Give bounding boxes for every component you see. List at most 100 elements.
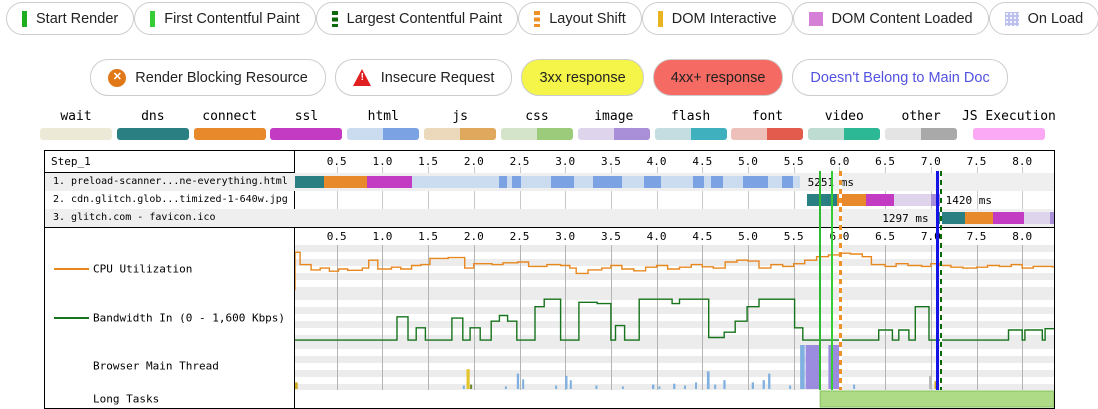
legend-pill-label: Largest Contentful Paint	[346, 10, 503, 27]
legend-pill-on-load: On Load	[988, 2, 1098, 35]
legend-pill-insecure-request: ! Insecure Request	[334, 59, 513, 96]
legend-pill-label: Doesn't Belong to Main Doc	[810, 69, 990, 86]
phase-swatch-js	[424, 128, 497, 140]
phase-swatch-image	[577, 128, 650, 140]
browser-main-thread-chart	[295, 342, 1054, 390]
cpu-utilization-chart	[295, 245, 1054, 293]
metric-markers-legend: Start Render First Contentful Paint Larges…	[6, 2, 1098, 35]
legend-pill-3xx-response: 3xx response	[521, 59, 644, 96]
phase-legend-font: font	[731, 109, 804, 140]
phase-legend-flash: flash	[654, 109, 727, 140]
waterfall-bar-segment-dns	[807, 194, 837, 206]
bandwidth-in-0-1-600-kbps-chart	[295, 293, 1054, 342]
time-tick-bottom: 8.0	[1012, 230, 1033, 243]
request-row[interactable]: 2. cdn.glitch.glob...timized-1-640w.jpg 1…	[45, 191, 1054, 209]
gridline-chart	[656, 342, 658, 390]
request-label: 3. glitch.com - favicon.ico	[53, 212, 216, 223]
gridline-chart	[1022, 245, 1024, 293]
time-tick-bottom: 2.0	[463, 230, 484, 243]
time-tick-bottom: 3.5	[600, 230, 621, 243]
gridline-chart	[793, 342, 795, 390]
bandwidth-in-0-1-600-kbps-legend-line	[54, 316, 89, 319]
waterfall-bar-segment-image-download	[1024, 212, 1050, 224]
phase-swatch-js-execution	[972, 128, 1045, 140]
gridline-chart	[793, 245, 795, 293]
gridline-chart	[565, 293, 567, 342]
time-tick-top: 6.0	[829, 155, 850, 168]
insecure-request-icon: !	[352, 69, 372, 86]
gridline-waterfall	[656, 167, 658, 227]
time-tick-bottom: 3.0	[555, 230, 576, 243]
legend-pill-dom-content-loaded: DOM Content Loaded	[792, 2, 989, 35]
dom-content-loaded-marker-icon	[808, 11, 823, 26]
on-load-marker-icon	[1004, 11, 1019, 26]
long-tasks-svg	[819, 390, 1054, 408]
phase-swatch-wait	[40, 128, 112, 140]
gridline-waterfall	[748, 167, 749, 227]
gridline-chart	[702, 293, 704, 342]
gridline-chart	[473, 293, 475, 342]
gridline-chart	[473, 342, 475, 390]
waterfall-bar-chunk	[643, 176, 662, 188]
gridline-waterfall	[336, 167, 338, 227]
row-separator	[45, 227, 1054, 228]
phase-legend-js-execution: JS Execution	[962, 109, 1056, 140]
phase-label: other	[901, 109, 941, 124]
time-tick-bottom: 1.5	[418, 230, 439, 243]
phase-swatch-video	[808, 128, 881, 140]
gridline-chart	[976, 245, 978, 293]
legend-pill-doesn-t-belong-to-main-doc[interactable]: Doesn't Belong to Main Doc	[792, 59, 1008, 96]
request-row[interactable]: 1. preload-scanner...ne-everything.html 5…	[45, 173, 1054, 191]
phase-label: dns	[141, 109, 165, 124]
time-tick-top: 2.5	[509, 155, 530, 168]
gridline-chart	[473, 245, 475, 293]
time-tick-top: 0.5	[326, 155, 347, 168]
gridline-waterfall	[793, 167, 795, 227]
gridline-chart	[976, 293, 978, 342]
step-header-underline	[45, 172, 294, 173]
time-tick-top: 3.0	[555, 155, 576, 168]
time-tick-bottom: 6.0	[829, 230, 850, 243]
legend-pill-label: 4xx+ response	[670, 69, 766, 86]
waterfall-assembly: Step_1 0.5 0.5 1.0 1.0 1.5 1.5 2.0 2.0 2.5 2.5 3.0 3…	[44, 150, 1055, 409]
legend-pill-label: First Contentful Paint	[164, 10, 300, 27]
gridline-chart	[519, 293, 521, 342]
phase-legend-html: html	[347, 109, 420, 140]
request-duration-label: 5251 ms	[807, 176, 855, 189]
legend-pill-4xx-response: 4xx+ response	[652, 59, 784, 96]
phase-legend-other: other	[885, 109, 958, 140]
gridline-waterfall	[519, 167, 521, 227]
largest-contentful-paint-marker-icon	[331, 10, 338, 27]
waterfall-bar-segment-ssl	[865, 194, 895, 206]
chart-row-browser-main-thread: Browser Main Thread	[45, 342, 1054, 390]
time-tick-bottom: 7.0	[920, 230, 941, 243]
phase-swatch-other	[885, 128, 958, 140]
time-tick-top: 1.0	[372, 155, 393, 168]
chart-row-bandwidth-in-0-1-600-kbps: Bandwidth In (0 - 1,600 Kbps)	[45, 293, 1054, 342]
gridline-chart	[1022, 342, 1024, 390]
dom-interactive-marker-icon	[657, 10, 663, 27]
phase-color-legend: wait dns connect ssl html js css image flash font…	[40, 109, 1056, 140]
chart-row-label-cell: CPU Utilization	[45, 245, 294, 293]
chart-row-long-tasks: Long Tasks	[45, 390, 1054, 408]
waterfall-bar-segment-connect	[964, 212, 993, 224]
waterfall-bar-segment-connect	[836, 194, 866, 206]
phase-label: connect	[202, 109, 258, 124]
waterfall-bar-chunk	[551, 176, 575, 188]
time-tick-top: 4.0	[646, 155, 667, 168]
gridline-chart	[336, 342, 338, 390]
phase-swatch-ssl	[270, 128, 343, 140]
phase-legend-css: css	[500, 109, 573, 140]
time-tick-top: 6.5	[875, 155, 896, 168]
waterfall-bar-chunk	[711, 176, 724, 188]
waterfall-bar-chunk	[592, 176, 622, 188]
first-contentful-paint-marker-icon	[150, 10, 156, 27]
time-tick-bottom: 2.5	[509, 230, 530, 243]
gridline-chart	[885, 245, 887, 293]
gridline-chart	[885, 293, 887, 342]
phase-legend-js: js	[424, 109, 497, 140]
request-row[interactable]: 3. glitch.com - favicon.ico 1297 ms	[45, 209, 1054, 227]
waterfall-bar-segment-image-download	[930, 194, 940, 206]
legend-pill-render-blocking-resource: ✕ Render Blocking Resource	[90, 59, 326, 96]
